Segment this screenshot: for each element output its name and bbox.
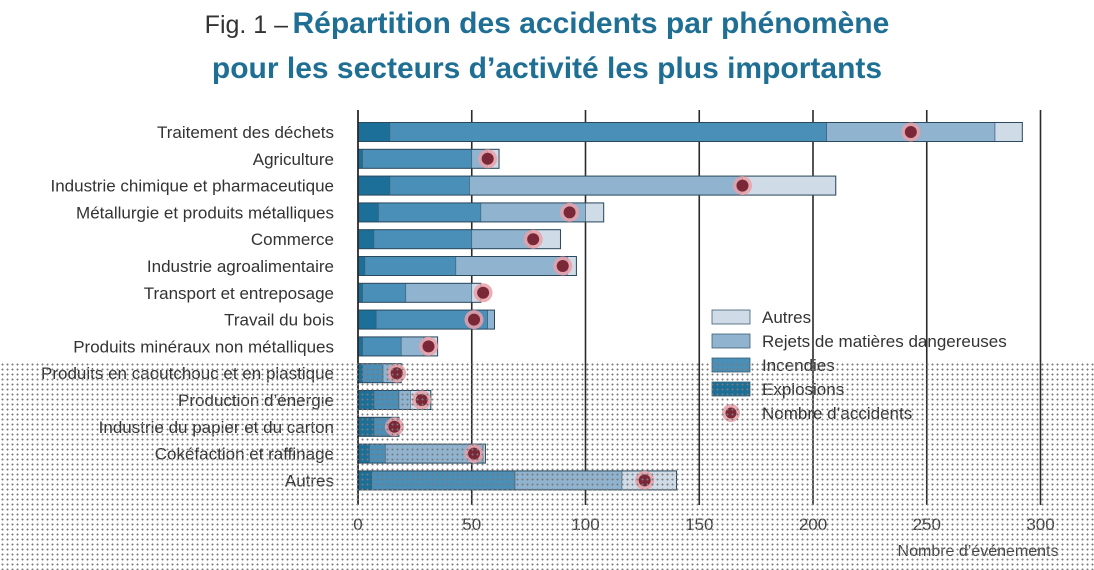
accident-dot-2	[736, 179, 749, 192]
accident-dot-8	[422, 340, 435, 353]
category-label-1: Agriculture	[253, 150, 334, 169]
accident-dot-5	[556, 260, 569, 272]
bar-10-explosions	[357, 390, 375, 410]
x-axis-title: Nombre d’événements	[898, 543, 1059, 560]
bar-3-autres	[585, 202, 605, 223]
title-text-1: Répartition des accidents par phénomène	[292, 7, 890, 40]
bar-13-explosions	[357, 470, 372, 491]
bar-6-rejets	[405, 282, 473, 303]
accident-dot-7	[468, 313, 481, 326]
x-tick-label-300: 300	[1026, 515, 1054, 534]
x-tick-label-150: 150	[685, 515, 713, 534]
legend-label-0: Autres	[762, 308, 811, 327]
bar-0-incendies	[389, 122, 827, 142]
accident-dot-6	[477, 286, 490, 299]
bars	[357, 122, 1023, 491]
title-line-2: pour les secteurs d’activité les plus im…	[211, 52, 883, 85]
x-tick-label-50: 50	[462, 515, 481, 534]
bar-4-rejets	[471, 229, 532, 249]
category-label-10: Production d’énergie	[178, 391, 334, 410]
chart-title: Fig. 1 – Répartition des accidents par p…	[0, 4, 1094, 89]
category-label-12: Cokéfaction et raffinage	[155, 445, 334, 464]
bar-12-incendies	[369, 443, 386, 464]
bar-6-incendies	[362, 282, 407, 303]
legend-label-1: Rejets de matières dangereuses	[762, 332, 1007, 351]
category-label-4: Commerce	[251, 230, 334, 249]
x-tick-label-100: 100	[571, 515, 599, 534]
gridlines	[470, 110, 1042, 505]
category-label-11: Industrie du papier et du carton	[99, 418, 334, 437]
legend-swatch-3	[711, 381, 751, 397]
accident-dot-12	[468, 447, 481, 460]
x-tick-label-0: 0	[353, 515, 362, 534]
category-label-7: Travail du bois	[224, 311, 334, 330]
accident-dot-10	[415, 394, 428, 406]
bar-5-incendies	[364, 256, 457, 276]
accident-dot-0	[904, 126, 917, 138]
accident-dot-3	[563, 206, 576, 219]
category-label-5: Industrie agroalimentaire	[147, 257, 334, 276]
category-label-3: Métallurgie et produits métalliques	[76, 203, 334, 222]
bar-4-incendies	[373, 229, 473, 249]
x-tick-label-250: 250	[913, 515, 941, 534]
bar-8-incendies	[362, 336, 402, 357]
bar-10-rejets	[398, 390, 411, 410]
bar-5-explosions	[357, 256, 366, 276]
bar-3-explosions	[357, 202, 379, 223]
category-label-6: Transport et entreposage	[144, 284, 334, 303]
accident-dot-9	[390, 367, 403, 380]
legend: Autres Rejets de matières dangereuses Ince…	[711, 308, 1007, 423]
bar-2-explosions	[357, 175, 391, 196]
bar-10-incendies	[373, 390, 400, 410]
category-label-13: Autres	[285, 471, 334, 490]
bar-2-incendies	[389, 175, 470, 196]
category-labels: Traitement des déchets Agriculture Industr…	[41, 123, 334, 490]
bar-2-rejets	[469, 175, 743, 196]
category-label-0: Traitement des déchets	[157, 123, 334, 142]
legend-swatch-1	[711, 333, 751, 349]
legend-dot-4	[725, 407, 737, 419]
accident-dot-13	[638, 474, 651, 487]
x-tick-label-200: 200	[799, 515, 827, 534]
bar-7-rejets	[487, 309, 495, 330]
bar-5-rejets	[455, 256, 568, 276]
bar-11-explosions	[357, 416, 375, 437]
legend-label-4: Nombre d’accidents	[762, 404, 912, 423]
bar-0-explosions	[357, 122, 391, 142]
bar-3-incendies	[378, 202, 482, 223]
bar-9-incendies	[362, 363, 384, 384]
legend-label-3: Explosions	[762, 380, 844, 399]
legend-label-2: Incendies	[762, 356, 835, 375]
figure-number: Fig. 1 –	[204, 11, 289, 39]
bar-13-rejets	[514, 470, 623, 491]
category-label-2: Industrie chimique et pharmaceutique	[51, 177, 335, 196]
bar-7-explosions	[357, 309, 377, 330]
accident-dot-1	[481, 152, 494, 165]
category-label-9: Produits en caoutchouc et en plastique	[41, 364, 334, 383]
bar-12-explosions	[357, 443, 370, 464]
title-line-1: Fig. 1 – Répartition des accidents par p…	[0, 4, 1094, 49]
bar-2-autres	[742, 175, 837, 196]
bar-4-explosions	[357, 229, 375, 249]
bar-1-incendies	[362, 149, 473, 169]
category-label-8: Produits minéraux non métalliques	[73, 337, 334, 356]
bar-13-incendies	[371, 470, 516, 491]
legend-swatch-2	[711, 357, 751, 373]
bar-0-autres	[994, 122, 1023, 142]
accident-dot-11	[388, 420, 401, 433]
legend-swatch-0	[711, 309, 751, 325]
accident-dot-4	[527, 233, 540, 246]
